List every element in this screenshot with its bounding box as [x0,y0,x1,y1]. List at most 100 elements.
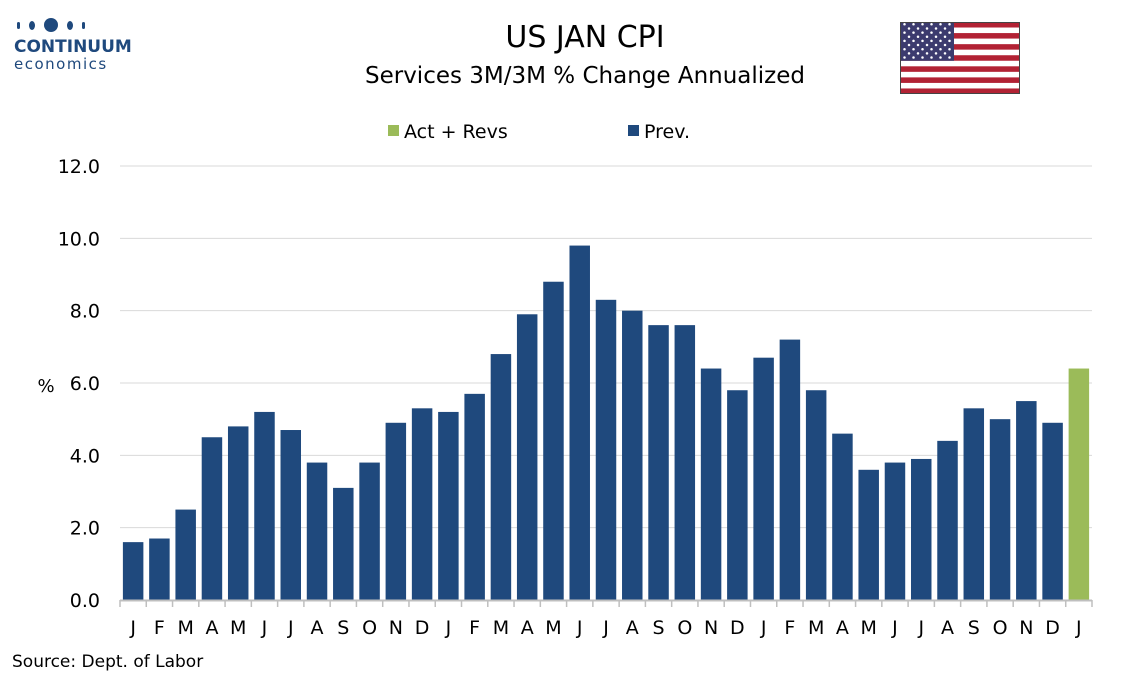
bar [227,426,249,600]
bar [569,245,590,601]
bar [306,462,328,600]
bar [858,469,879,600]
x-tick-label: J [261,617,268,639]
bar [832,433,853,600]
x-tick-label: A [311,617,324,639]
x-tick-label: O [993,617,1008,639]
x-tick-label: F [154,617,165,639]
y-tick-label: 6.0 [70,373,100,395]
x-tick-label: O [362,617,377,639]
x-tick-label: M [493,617,509,639]
legend-swatch [628,125,639,136]
x-tick-label: S [653,617,665,639]
bar [1042,422,1063,600]
x-tick-label: J [445,617,452,639]
y-axis-label: % [37,376,54,397]
bar [464,393,485,600]
logo-dots [17,14,134,36]
x-tick-label: J [760,617,767,639]
bar [359,462,380,600]
x-tick-label: J [576,617,583,639]
legend: Act + Revs Prev. [388,121,690,143]
continuum-economics-logo: CONTINUUM economics [14,14,134,76]
x-tick-label: D [730,617,745,639]
x-tick-label: J [917,617,924,639]
bar [648,325,669,600]
x-tick-label: N [389,617,403,639]
x-tick-label: J [129,617,136,639]
bar [516,314,538,600]
chart-subtitle: Services 3M/3M % Change Annualized [364,63,805,89]
x-tick-label: M [545,617,561,639]
y-tick-label: 10.0 [58,228,100,250]
bar [937,440,958,600]
source-note: Source: Dept. of Labor [12,652,204,672]
legend-label: Act + Revs [404,121,508,143]
bar [490,354,512,600]
bar [438,411,459,600]
bar [543,281,564,600]
bar [280,430,302,600]
bar [884,462,906,600]
x-tick-label: J [891,617,898,639]
y-tick-label: 2.0 [70,518,100,540]
legend-label: Prev. [644,121,690,143]
bar [963,408,985,600]
x-tick-label: J [602,617,609,639]
y-tick-label: 0.0 [70,590,100,612]
y-tick-label: 12.0 [58,156,100,178]
bar [674,325,696,600]
x-tick-label: A [941,617,954,639]
x-tick-label: D [415,617,430,639]
x-tick-label: J [1075,617,1082,639]
y-tick-label: 4.0 [70,445,100,467]
x-tick-label: M [230,617,246,639]
x-tick-label: F [784,617,795,639]
logo-tagline: economics [14,55,108,73]
x-tick-label: O [677,617,692,639]
bar [385,422,407,600]
bar [753,357,774,600]
x-tick-label: J [287,617,294,639]
bars [122,245,1090,601]
bar [622,310,643,600]
x-tick-label: A [836,617,849,639]
legend-swatch [388,125,399,136]
chart-title: US JAN CPI [505,20,665,55]
bar [779,339,801,600]
x-tick-label: S [968,617,980,639]
bar [1068,368,1090,600]
x-tick-label: F [469,617,480,639]
bar [805,390,827,600]
y-tick-label: 8.0 [70,301,100,323]
x-tick-label: A [205,617,218,639]
x-tick-label: S [337,617,349,639]
bar [201,437,223,600]
bar [727,390,748,600]
bar [254,411,275,600]
bar [333,487,354,600]
bar [149,538,170,600]
x-tick-label: A [626,617,639,639]
bar [989,419,1011,600]
bar [1016,401,1037,600]
x-tick-label: M [860,617,876,639]
x-tick-label: A [521,617,534,639]
bar [175,509,196,600]
x-tick-label: D [1045,617,1060,639]
y-tick-labels: 0.0 2.0 4.0 6.0 8.0 10.0 12.0 [58,156,100,612]
bar [595,299,617,600]
bar [411,408,433,600]
x-axis [119,599,1093,607]
bar [700,368,722,600]
bar [122,542,144,600]
x-tick-label: N [1019,617,1033,639]
logo-wordmark: CONTINUUM [14,37,132,57]
x-tick-label: M [808,617,824,639]
x-tick-label: M [177,617,193,639]
bar [910,458,932,600]
us-flag-icon [900,22,1020,94]
x-tick-label: N [704,617,718,639]
